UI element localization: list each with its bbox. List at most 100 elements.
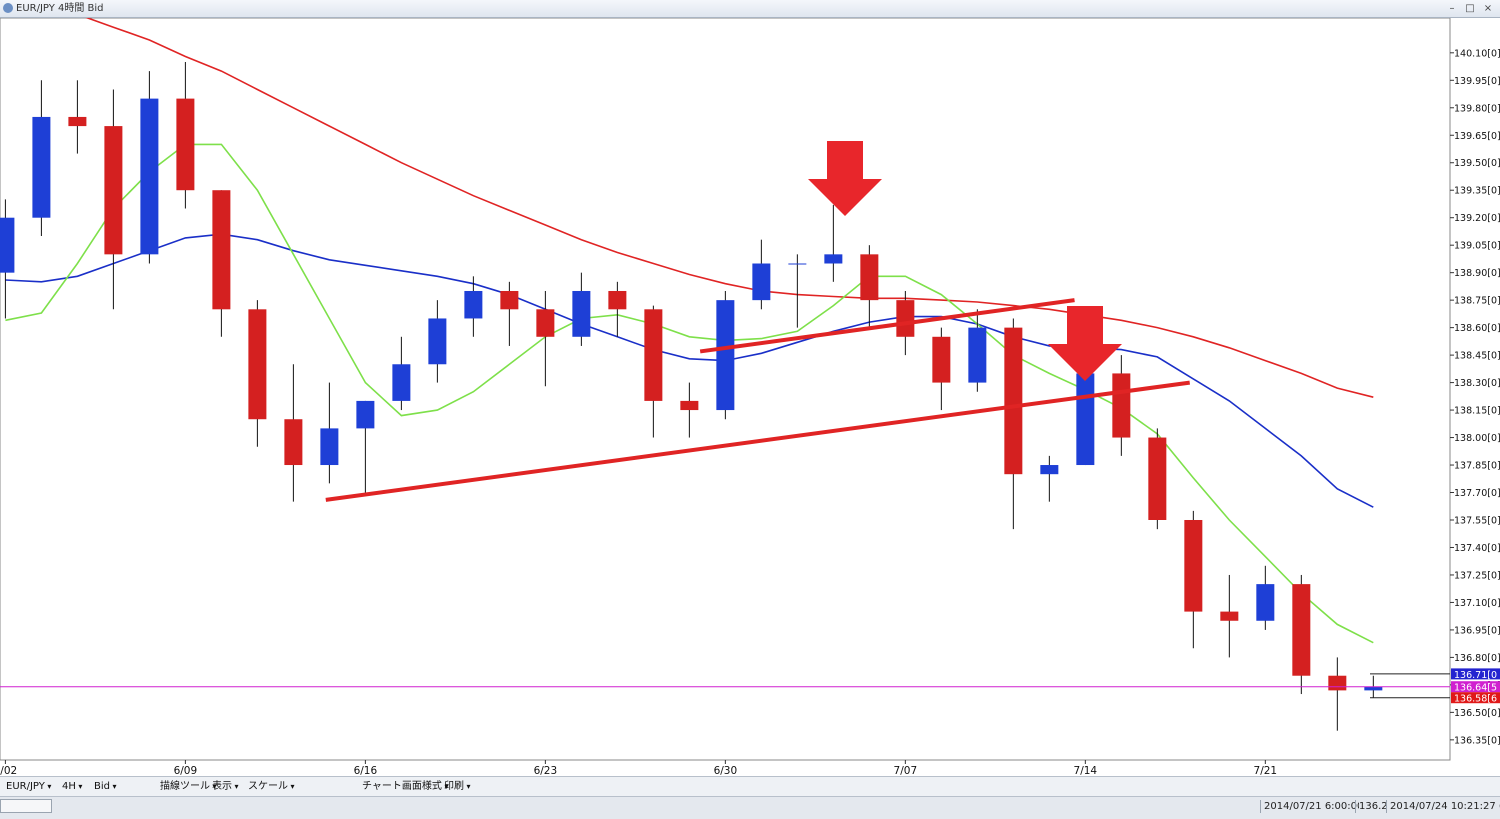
close-button[interactable]: × [1483, 3, 1493, 14]
candle-body [608, 290, 627, 310]
candle-body [824, 254, 843, 264]
y-tick-label: 139.80[0] [1454, 103, 1500, 114]
y-tick-label: 139.05[0] [1454, 241, 1500, 252]
y-tick-label: 138.90[0] [1454, 268, 1500, 279]
y-tick-label: 136.35[0] [1454, 735, 1500, 746]
moving-average-line [5, 233, 1374, 508]
y-tick-label: 138.15[0] [1454, 406, 1500, 417]
candle-body [1040, 465, 1059, 475]
toolbar-button[interactable]: EUR/JPY [6, 780, 51, 793]
price-marker-label: 136.58[6 [1454, 694, 1497, 705]
toolbar-button[interactable]: Bid [94, 780, 117, 793]
candle-body [680, 400, 699, 411]
x-tick-label: 7/14 [1074, 765, 1098, 776]
scrollbar[interactable] [0, 799, 52, 813]
candle-body [788, 263, 807, 265]
candle-body [140, 98, 159, 255]
title-bar: EUR/JPY 4時間 Bid – □ × [0, 0, 1500, 18]
candle-body [68, 116, 87, 127]
annotation-arrow [808, 141, 882, 216]
candle-body [716, 300, 735, 411]
candle-body [500, 290, 519, 310]
price-marker [1451, 681, 1500, 693]
status-cell: 2014/07/21 6:00:00 [1260, 800, 1359, 813]
candle-body [464, 290, 483, 319]
y-tick-label: 138.75[0] [1454, 296, 1500, 307]
candle-body [1364, 686, 1383, 691]
chart: 136.35[0]136.50[0]136.65[0]136.80[0]136.… [0, 18, 1500, 776]
candle-body [176, 98, 195, 191]
y-tick-label: 137.85[0] [1454, 461, 1500, 472]
status-bar: 2014/07/21 6:00:00 136.2 2014/07/24 10:21:… [0, 796, 1500, 819]
status-cell: 2014/07/24 10:21:27 (Lo [1386, 800, 1500, 813]
toolbar-button[interactable]: 描線ツール [160, 780, 217, 793]
candle-body [1220, 611, 1239, 621]
candle-body [644, 309, 663, 401]
candle-body [1148, 437, 1167, 520]
y-tick-label: 137.55[0] [1454, 515, 1500, 526]
y-tick-label: 137.10[0] [1454, 598, 1500, 609]
toolbar-button[interactable]: 印刷 [444, 780, 471, 793]
x-tick-label: 6/09 [174, 765, 198, 776]
minimize-button[interactable]: – [1449, 3, 1455, 14]
candle-body [356, 400, 375, 429]
candle-body [284, 419, 303, 466]
x-tick-label: 7/07 [894, 765, 918, 776]
candle-body [1256, 584, 1275, 621]
moving-average-line [5, 143, 1374, 644]
candle-body [968, 327, 987, 383]
y-tick-label: 139.65[0] [1454, 131, 1500, 142]
y-tick-label: 136.80[0] [1454, 653, 1500, 664]
y-tick-label: 136.95[0] [1454, 625, 1500, 636]
y-tick-label: 139.95[0] [1454, 76, 1500, 87]
toolbar-button[interactable]: スケール [248, 780, 295, 793]
annotation-arrow [1048, 306, 1122, 381]
candle-body [1112, 373, 1131, 438]
candle-body [0, 217, 15, 273]
toolbar: EUR/JPY 4H Bid 描線ツール表示スケール チャート画面様式印刷 [0, 776, 1500, 796]
candle-body [320, 428, 339, 466]
candle-body [1004, 327, 1023, 475]
candle-body [1076, 373, 1095, 466]
y-tick-label: 139.20[0] [1454, 213, 1500, 224]
candle-body [536, 309, 555, 337]
toolbar-button[interactable]: 4H [62, 780, 82, 793]
candle-body [1328, 675, 1347, 691]
trend-line [699, 298, 1075, 354]
y-tick-label: 138.30[0] [1454, 378, 1500, 389]
price-marker [1451, 692, 1500, 704]
window-title: EUR/JPY 4時間 Bid [16, 3, 104, 14]
y-tick-label: 140.10[0] [1454, 48, 1500, 59]
x-tick-label: 6/30 [714, 765, 738, 776]
axes: 136.35[0]136.50[0]136.65[0]136.80[0]136.… [0, 48, 1500, 776]
candle-body [428, 318, 447, 365]
candle-body [212, 190, 231, 310]
price-marker [1451, 668, 1500, 680]
plot [0, 18, 1450, 731]
candle-body [32, 116, 51, 218]
candle-body [932, 336, 951, 383]
candle-body [572, 290, 591, 337]
y-tick-label: 138.00[0] [1454, 433, 1500, 444]
x-tick-label: 7/21 [1254, 765, 1278, 776]
maximize-button[interactable]: □ [1465, 3, 1475, 14]
candle-body [860, 254, 879, 301]
y-tick-label: 137.70[0] [1454, 488, 1500, 499]
moving-average-line [85, 18, 1374, 398]
trend-line [325, 380, 1190, 502]
candle-body [752, 263, 771, 301]
y-tick-label: 138.60[0] [1454, 323, 1500, 334]
price-marker-label: 136.71[0 [1454, 670, 1497, 681]
y-tick-label: 137.25[0] [1454, 570, 1500, 581]
candle-body [392, 364, 411, 401]
toolbar-button[interactable]: チャート画面様式 [362, 780, 448, 793]
toolbar-button[interactable]: 表示 [212, 780, 239, 793]
status-cell: 136.2 [1355, 800, 1390, 813]
price-marker-label: 136.64[5 [1454, 683, 1497, 694]
y-tick-label: 139.35[0] [1454, 186, 1500, 197]
candle-body [896, 300, 915, 337]
x-tick-label: 6/16 [354, 765, 378, 776]
y-tick-label: 139.50[0] [1454, 158, 1500, 169]
x-tick-label: 6/23 [534, 765, 558, 776]
